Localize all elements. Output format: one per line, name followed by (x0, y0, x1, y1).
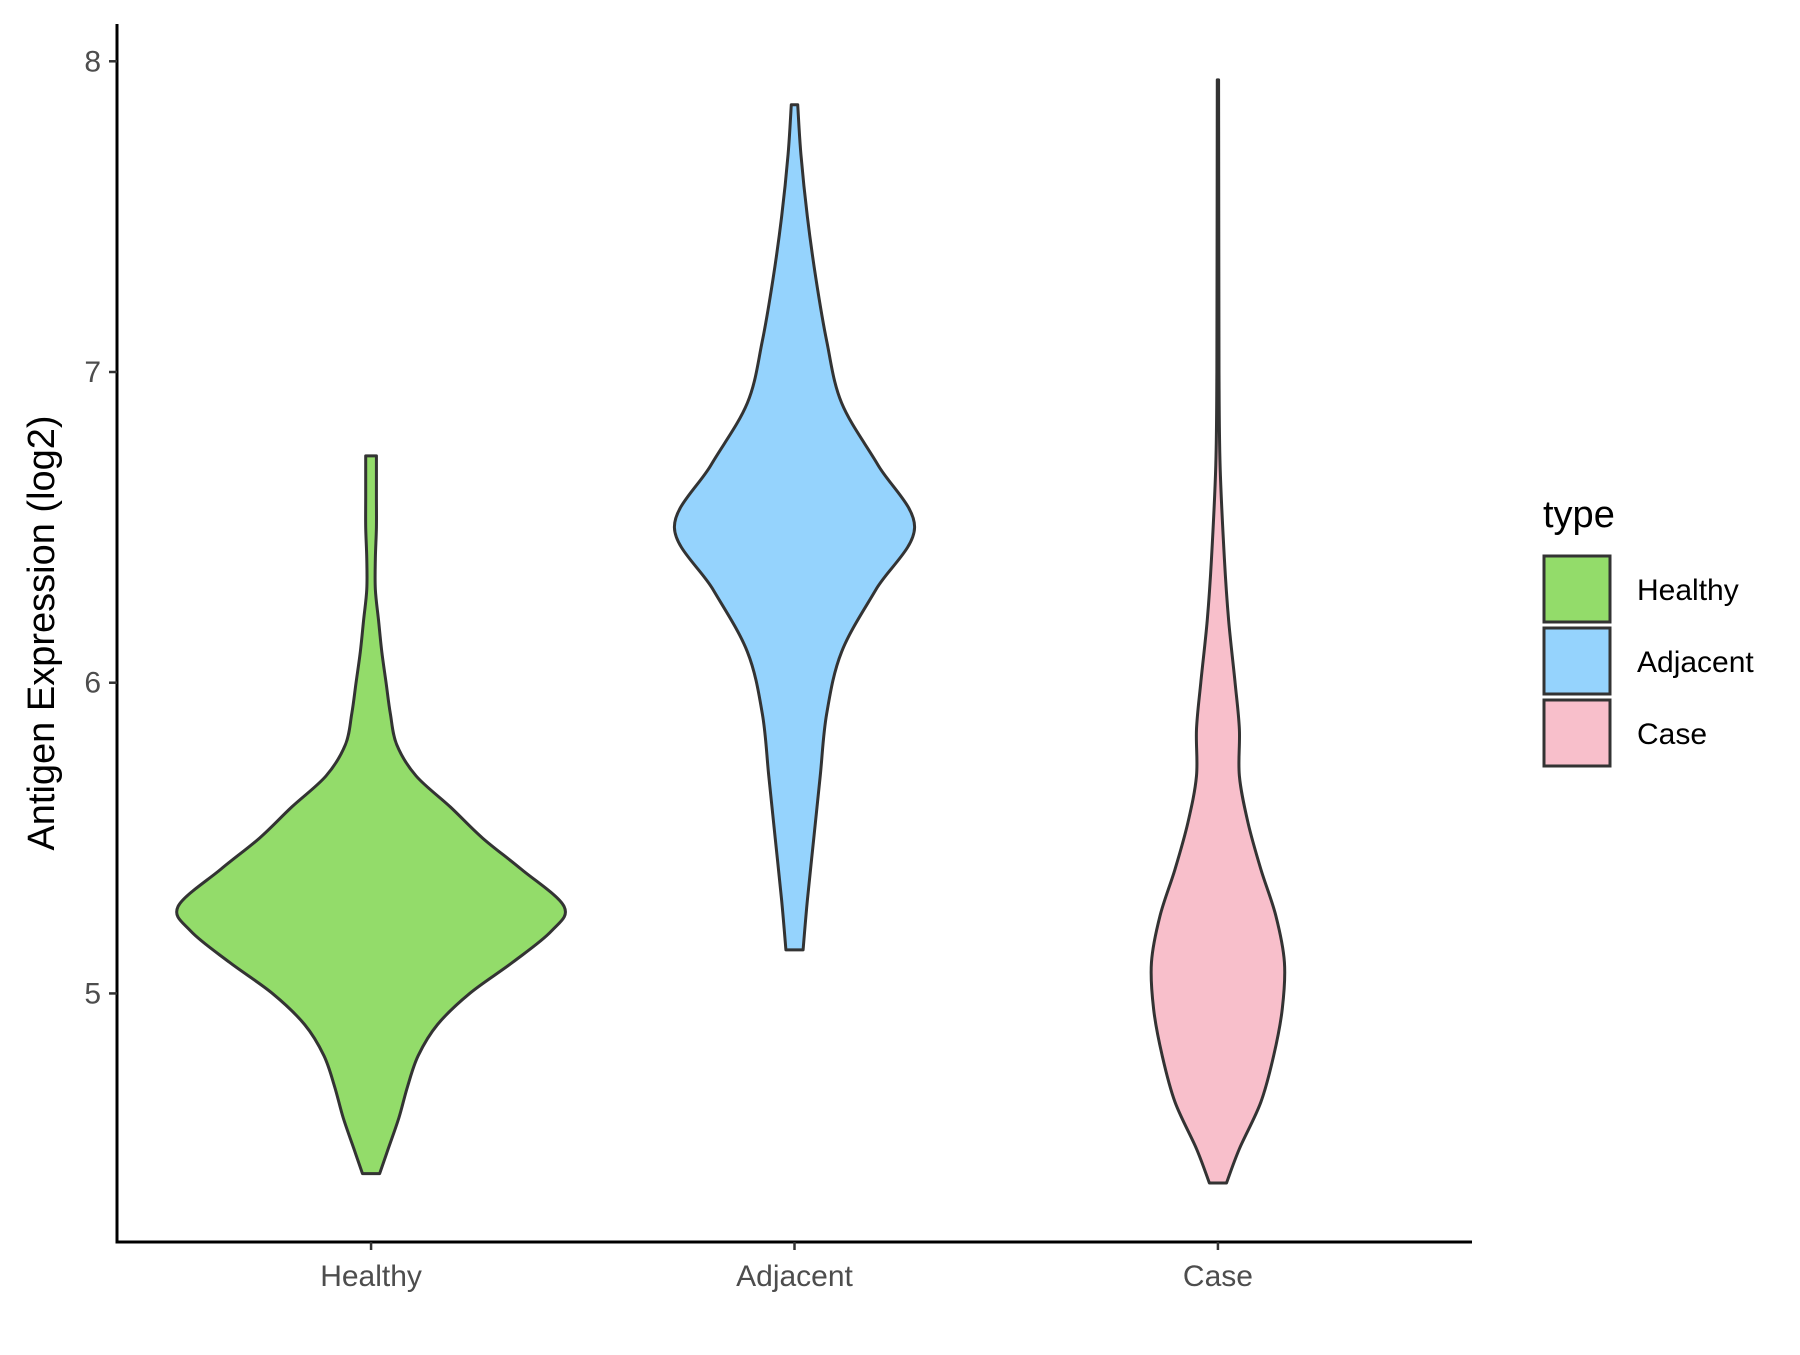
y-tick-label: 6 (84, 667, 101, 700)
x-tick-label-healthy: Healthy (320, 1260, 422, 1293)
legend-key-case (1542, 698, 1612, 768)
legend-label-adjacent: Adjacent (1637, 646, 1754, 679)
y-tick-label: 7 (84, 356, 101, 389)
violins-layer (175, 78, 1287, 1185)
legend-key-adjacent (1542, 626, 1612, 696)
legend-items: Healthy Adjacent Case (1542, 554, 1754, 768)
legend-label-healthy: Healthy (1637, 574, 1739, 607)
y-tick-label: 5 (84, 977, 101, 1010)
y-axis-title: Antigen Expression (log2) (21, 415, 63, 850)
x-ticks: Healthy Adjacent Case (320, 1242, 1253, 1293)
y-ticks: 5 6 7 8 (84, 45, 117, 1010)
legend-title: type (1543, 494, 1615, 536)
violin-adjacent (672, 103, 917, 952)
violin-case (1149, 78, 1287, 1185)
violin-healthy (175, 454, 567, 1176)
x-tick-label-adjacent: Adjacent (736, 1260, 853, 1293)
x-tick-label-case: Case (1183, 1260, 1253, 1293)
legend: type Healthy Adjacent Case (1542, 494, 1754, 768)
legend-key-healthy (1542, 554, 1612, 624)
legend-label-case: Case (1637, 718, 1707, 751)
y-tick-label: 8 (84, 45, 101, 78)
